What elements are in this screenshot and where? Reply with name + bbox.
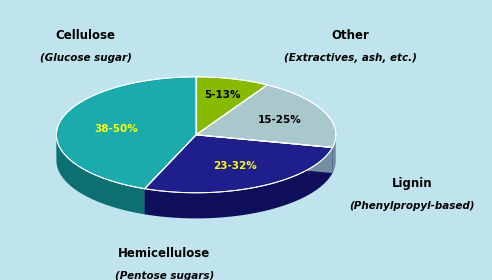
Polygon shape: [145, 148, 333, 218]
Polygon shape: [57, 135, 145, 214]
Polygon shape: [196, 135, 333, 173]
Text: 23-32%: 23-32%: [214, 160, 257, 171]
Text: Cellulose: Cellulose: [56, 29, 116, 41]
Text: (Glucose sugar): (Glucose sugar): [40, 53, 132, 63]
Polygon shape: [57, 77, 196, 189]
Text: (Pentose sugars): (Pentose sugars): [115, 271, 214, 280]
Text: Hemicellulose: Hemicellulose: [118, 247, 211, 260]
Polygon shape: [145, 135, 333, 193]
Text: Other: Other: [332, 29, 369, 41]
Text: 15-25%: 15-25%: [258, 115, 301, 125]
Text: 5-13%: 5-13%: [204, 90, 241, 100]
Polygon shape: [145, 135, 196, 214]
Text: (Extractives, ash, etc.): (Extractives, ash, etc.): [284, 53, 417, 63]
Polygon shape: [333, 135, 336, 173]
Text: 38-50%: 38-50%: [94, 123, 138, 134]
Polygon shape: [196, 85, 336, 148]
Text: (Phenylpropyl-based): (Phenylpropyl-based): [349, 201, 475, 211]
Polygon shape: [196, 135, 333, 173]
Polygon shape: [145, 135, 196, 214]
Text: Lignin: Lignin: [392, 177, 432, 190]
Polygon shape: [196, 77, 267, 135]
